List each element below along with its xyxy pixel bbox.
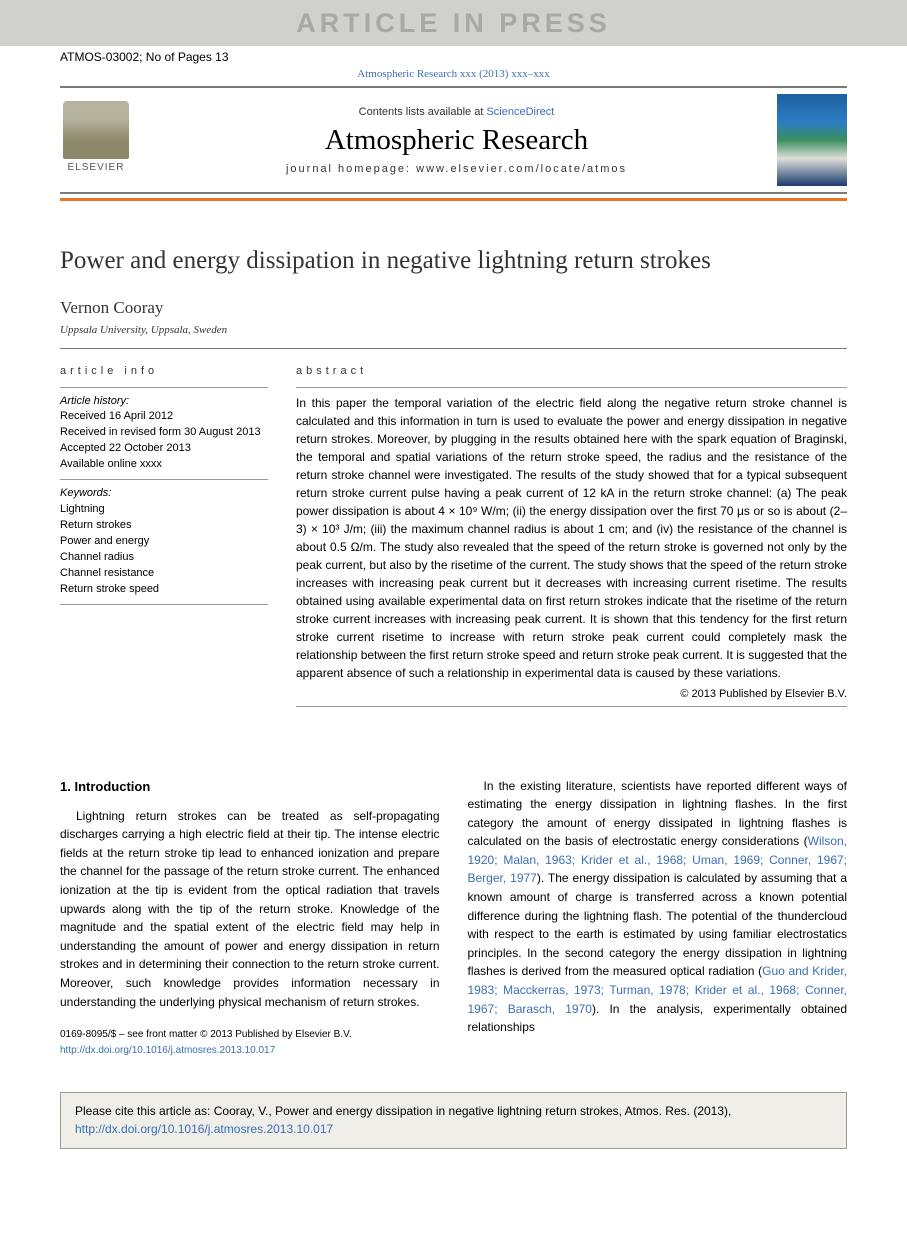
rule xyxy=(296,387,847,388)
footer-metadata: 0169-8095/$ – see front matter © 2013 Pu… xyxy=(60,1027,440,1058)
article-info-header: article info xyxy=(60,365,268,377)
contents-available-text: Contents lists available at xyxy=(359,106,487,118)
abstract-text: In this paper the temporal variation of … xyxy=(296,394,847,682)
journal-reference: Atmospheric Research xxx (2013) xxx–xxx xyxy=(0,66,907,86)
column-left: 1. Introduction Lightning return strokes… xyxy=(60,777,440,1059)
rule xyxy=(60,348,847,349)
sciencedirect-link[interactable]: ScienceDirect xyxy=(486,106,554,118)
article-in-press-banner: ARTICLE IN PRESS xyxy=(0,0,907,46)
article-info-column: article info Article history: Received 1… xyxy=(60,365,268,713)
elsevier-logo[interactable]: ELSEVIER xyxy=(60,101,132,179)
rule xyxy=(296,706,847,707)
column-right: In the existing literature, scientists h… xyxy=(468,777,848,1059)
journal-name: Atmospheric Research xyxy=(150,124,763,157)
rule xyxy=(60,479,268,480)
received-date: Received 16 April 2012 xyxy=(60,409,268,425)
rule xyxy=(60,604,268,605)
text: In the existing literature, scientists h… xyxy=(468,779,848,849)
keyword: Return strokes xyxy=(60,518,268,534)
article-body: Power and energy dissipation in negative… xyxy=(0,201,907,1078)
author-name: Vernon Cooray xyxy=(60,298,847,318)
journal-masthead: ELSEVIER Contents lists available at Sci… xyxy=(60,86,847,194)
document-id: ATMOS-03002; No of Pages 13 xyxy=(0,46,907,66)
keywords-label: Keywords: xyxy=(60,486,268,502)
abstract-header: abstract xyxy=(296,365,847,377)
revised-date: Received in revised form 30 August 2013 xyxy=(60,425,268,441)
intro-para-1: Lightning return strokes can be treated … xyxy=(60,807,440,1012)
article-history-block: Article history: Received 16 April 2012 … xyxy=(60,394,268,474)
accepted-date: Accepted 22 October 2013 xyxy=(60,441,268,457)
masthead-center: Contents lists available at ScienceDirec… xyxy=(150,106,763,175)
journal-cover-thumbnail[interactable] xyxy=(777,94,847,186)
keyword: Power and energy xyxy=(60,534,268,550)
journal-homepage: journal homepage: www.elsevier.com/locat… xyxy=(150,163,763,175)
copyright-line: © 2013 Published by Elsevier B.V. xyxy=(296,688,847,700)
intro-para-2: In the existing literature, scientists h… xyxy=(468,777,848,1037)
contents-available-line: Contents lists available at ScienceDirec… xyxy=(150,106,763,118)
keyword: Channel resistance xyxy=(60,566,268,582)
info-abstract-row: article info Article history: Received 1… xyxy=(60,365,847,713)
keyword: Lightning xyxy=(60,502,268,518)
section-heading: 1. Introduction xyxy=(60,777,440,797)
elsevier-logo-text: ELSEVIER xyxy=(68,162,125,173)
citation-box: Please cite this article as: Cooray, V.,… xyxy=(60,1092,847,1149)
keywords-block: Keywords: Lightning Return strokes Power… xyxy=(60,486,268,598)
issn-line: 0169-8095/$ – see front matter © 2013 Pu… xyxy=(60,1029,352,1040)
history-label: Article history: xyxy=(60,394,268,410)
citation-text: Please cite this article as: Cooray, V.,… xyxy=(75,1104,731,1118)
abstract-column: abstract In this paper the temporal vari… xyxy=(296,365,847,713)
citation-doi-link[interactable]: http://dx.doi.org/10.1016/j.atmosres.201… xyxy=(75,1122,333,1136)
introduction-columns: 1. Introduction Lightning return strokes… xyxy=(60,777,847,1059)
article-title: Power and energy dissipation in negative… xyxy=(60,245,847,278)
author-affiliation: Uppsala University, Uppsala, Sweden xyxy=(60,324,847,336)
doi-link[interactable]: http://dx.doi.org/10.1016/j.atmosres.201… xyxy=(60,1043,440,1059)
rule xyxy=(60,387,268,388)
online-date: Available online xxxx xyxy=(60,457,268,473)
keyword: Channel radius xyxy=(60,550,268,566)
text: ). The energy dissipation is calculated … xyxy=(468,871,848,978)
elsevier-tree-icon xyxy=(63,101,129,159)
keyword: Return stroke speed xyxy=(60,582,268,598)
